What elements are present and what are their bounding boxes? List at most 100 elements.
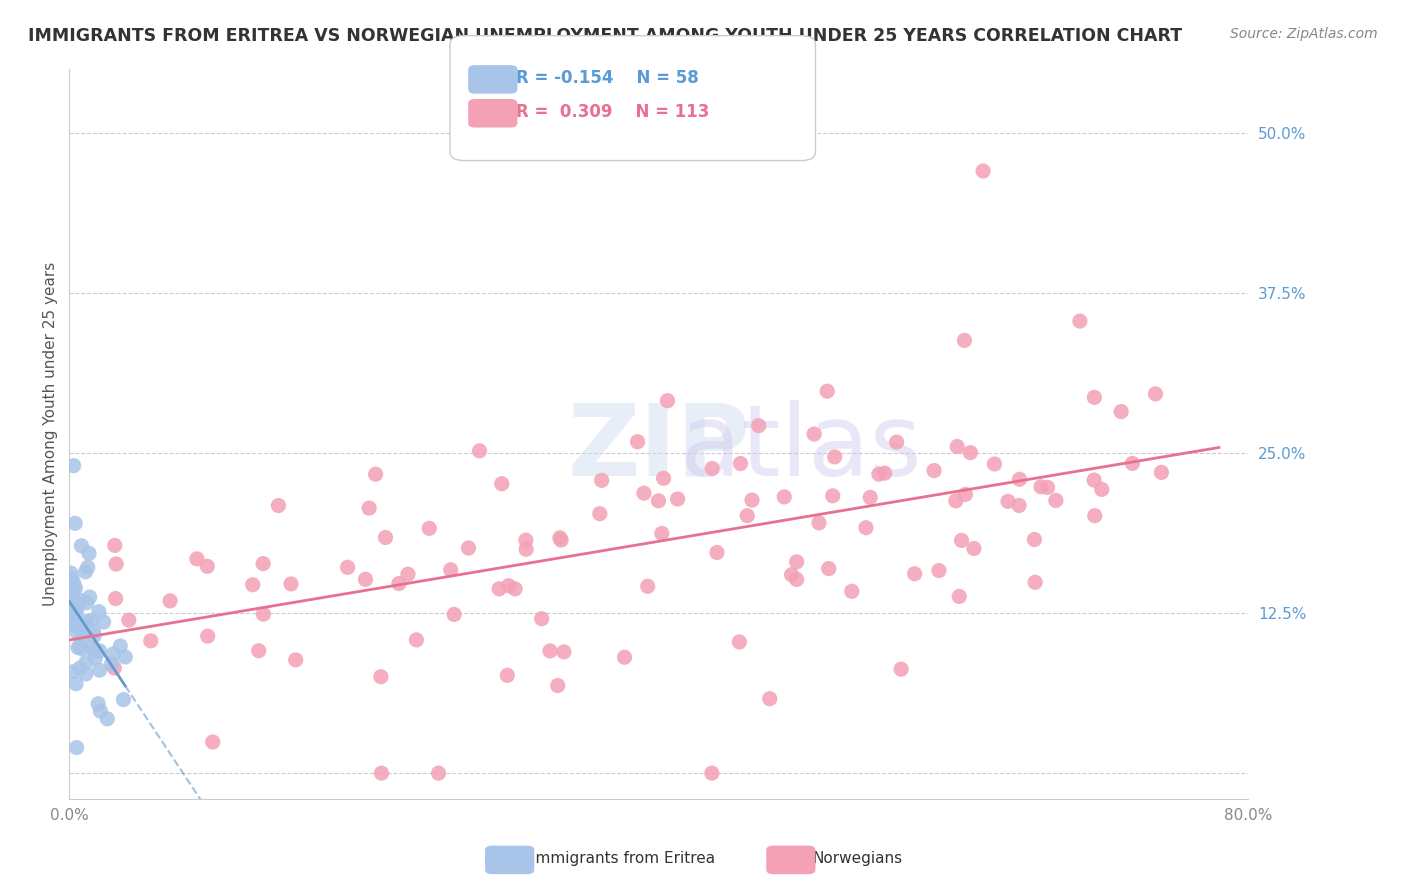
Norwegians xyxy=(972,164,994,178)
Norwegians xyxy=(104,538,127,552)
Immigrants from Eritrea xyxy=(89,663,111,677)
Immigrants from Eritrea xyxy=(62,611,84,625)
Immigrants from Eritrea xyxy=(76,615,98,629)
Norwegians xyxy=(197,629,219,643)
Norwegians xyxy=(807,516,830,530)
Text: ZIP: ZIP xyxy=(568,400,751,497)
Norwegians xyxy=(652,471,675,485)
Immigrants from Eritrea xyxy=(80,614,103,628)
Norwegians xyxy=(780,567,803,582)
Norwegians xyxy=(1008,499,1031,513)
Norwegians xyxy=(359,501,381,516)
Immigrants from Eritrea xyxy=(83,644,105,658)
Immigrants from Eritrea xyxy=(60,616,83,631)
Norwegians xyxy=(405,632,427,647)
Text: R =  0.309    N = 113: R = 0.309 N = 113 xyxy=(516,103,710,121)
Text: Source: ZipAtlas.com: Source: ZipAtlas.com xyxy=(1230,27,1378,41)
Immigrants from Eritrea xyxy=(62,665,84,679)
Norwegians xyxy=(613,650,636,665)
Norwegians xyxy=(953,334,976,348)
Norwegians xyxy=(1083,473,1105,487)
Immigrants from Eritrea xyxy=(70,633,93,648)
Norwegians xyxy=(354,572,377,586)
Norwegians xyxy=(700,766,723,780)
Immigrants from Eritrea xyxy=(112,692,135,706)
Immigrants from Eritrea xyxy=(60,571,83,585)
Immigrants from Eritrea xyxy=(93,615,115,629)
Norwegians xyxy=(817,561,839,575)
Norwegians xyxy=(364,467,387,482)
Immigrants from Eritrea xyxy=(72,620,94,634)
Immigrants from Eritrea xyxy=(77,546,100,560)
Immigrants from Eritrea xyxy=(114,650,136,665)
Norwegians xyxy=(195,559,218,574)
Norwegians xyxy=(468,443,491,458)
Immigrants from Eritrea xyxy=(72,624,94,639)
Immigrants from Eritrea xyxy=(66,625,89,640)
Norwegians xyxy=(491,476,513,491)
Immigrants from Eritrea xyxy=(62,458,84,473)
Norwegians xyxy=(242,578,264,592)
Norwegians xyxy=(105,557,128,571)
Immigrants from Eritrea xyxy=(70,641,93,656)
Immigrants from Eritrea xyxy=(75,655,97,669)
Immigrants from Eritrea xyxy=(59,579,82,593)
Y-axis label: Unemployment Among Youth under 25 years: Unemployment Among Youth under 25 years xyxy=(44,261,58,606)
Immigrants from Eritrea xyxy=(65,595,87,609)
Norwegians xyxy=(855,521,877,535)
Norwegians xyxy=(786,573,808,587)
Norwegians xyxy=(550,533,572,547)
Norwegians xyxy=(873,466,896,480)
Norwegians xyxy=(515,542,537,557)
Norwegians xyxy=(139,633,162,648)
Norwegians xyxy=(786,555,808,569)
Norwegians xyxy=(418,521,440,535)
Norwegians xyxy=(922,464,945,478)
Norwegians xyxy=(728,635,751,649)
Immigrants from Eritrea xyxy=(75,565,97,579)
Immigrants from Eritrea xyxy=(87,697,110,711)
Immigrants from Eritrea xyxy=(66,620,89,634)
Immigrants from Eritrea xyxy=(59,587,82,601)
Immigrants from Eritrea xyxy=(100,657,122,671)
Norwegians xyxy=(1024,575,1046,590)
Norwegians xyxy=(651,526,673,541)
Norwegians xyxy=(773,490,796,504)
Norwegians xyxy=(1083,390,1105,404)
Norwegians xyxy=(700,461,723,475)
Immigrants from Eritrea xyxy=(87,605,110,619)
Immigrants from Eritrea xyxy=(65,581,87,595)
Norwegians xyxy=(591,473,613,487)
Norwegians xyxy=(496,668,519,682)
Immigrants from Eritrea xyxy=(110,639,132,653)
Immigrants from Eritrea xyxy=(65,677,87,691)
Norwegians xyxy=(666,491,689,506)
Norwegians xyxy=(955,487,977,501)
Norwegians xyxy=(104,591,127,606)
Immigrants from Eritrea xyxy=(62,576,84,591)
Norwegians xyxy=(388,576,411,591)
Norwegians xyxy=(948,590,970,604)
Norwegians xyxy=(637,579,659,593)
Norwegians xyxy=(1036,480,1059,494)
Immigrants from Eritrea xyxy=(59,603,82,617)
Immigrants from Eritrea xyxy=(76,596,98,610)
Norwegians xyxy=(1109,404,1132,418)
Norwegians xyxy=(868,467,890,482)
Norwegians xyxy=(950,533,973,548)
Norwegians xyxy=(748,418,770,433)
Norwegians xyxy=(959,445,981,459)
Norwegians xyxy=(159,594,181,608)
Norwegians xyxy=(118,613,141,627)
Immigrants from Eritrea xyxy=(59,604,82,618)
Norwegians xyxy=(443,607,465,622)
Norwegians xyxy=(488,582,510,596)
Norwegians xyxy=(657,393,679,408)
Norwegians xyxy=(886,435,908,450)
Norwegians xyxy=(758,691,780,706)
Norwegians xyxy=(252,557,274,571)
Norwegians xyxy=(815,384,838,399)
Norwegians xyxy=(735,508,758,523)
Norwegians xyxy=(997,494,1019,508)
Norwegians xyxy=(396,567,419,582)
